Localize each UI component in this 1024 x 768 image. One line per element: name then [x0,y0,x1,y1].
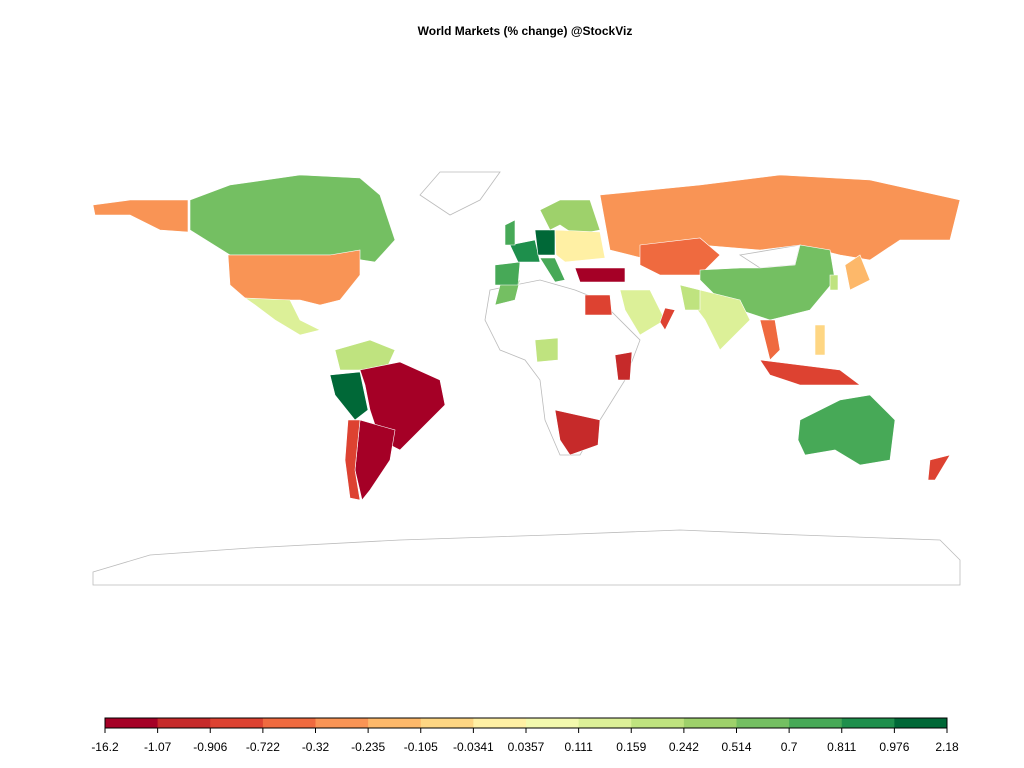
legend-label: 0.242 [669,740,699,754]
canada [189,174,396,263]
legend-label: 0.811 [827,740,856,754]
legend-label: -0.105 [404,740,438,754]
france [509,239,541,263]
legend-label: 0.7 [781,740,798,754]
thailand-vietnam [759,319,781,361]
legend-swatch [262,718,316,728]
alaska [92,199,189,233]
map-title: World Markets (% change) @StockViz [418,24,633,38]
legend-swatch [157,718,211,728]
legend-label: 0.976 [879,740,909,754]
legend-label: 0.111 [565,740,594,754]
legend-swatch [526,718,580,728]
peru [329,371,369,421]
eastern-europe [554,229,606,263]
legend-swatch [420,718,474,728]
legend-swatch [894,718,948,728]
turkey [574,267,626,283]
legend-label: -0.722 [246,740,280,754]
world-map [92,171,961,586]
legend-swatch [368,718,422,728]
egypt [584,294,613,316]
legend-swatch [473,718,527,728]
saudi-arabia [619,289,666,336]
legend-swatch [841,718,895,728]
legend-label: -1.07 [144,740,172,754]
color-legend: -16.2 -1.07 -0.906 -0.722 -0.32 -0.235 -0.105 -… [91,717,959,754]
indonesia [759,359,861,386]
new-zealand [927,454,951,481]
legend-label: -16.2 [91,740,119,754]
japan [844,254,871,291]
legend-label: 2.18 [935,740,959,754]
south-africa [554,409,601,456]
legend-label: 0.0357 [508,740,545,754]
legend-swatch [578,718,632,728]
iberia [494,261,521,286]
africa [484,279,641,456]
antarctica [92,529,961,586]
korea [829,274,839,291]
kenya [614,351,633,381]
legend-swatch [631,718,685,728]
australia [797,394,896,466]
legend-label: 0.159 [616,740,646,754]
legend-label: -0.906 [193,740,227,754]
italy [539,257,566,283]
oman [659,307,676,331]
legend-label: -0.235 [351,740,385,754]
legend-label: 0.514 [721,740,751,754]
legend-swatch [315,718,369,728]
legend-swatch [210,718,264,728]
germany [534,229,556,256]
argentina [354,419,396,501]
legend-label: -0.32 [302,740,330,754]
uk [504,219,516,246]
greenland [419,171,501,216]
legend-swatch [683,718,737,728]
nigeria [534,337,559,363]
usa [227,249,361,306]
pakistan [679,284,701,311]
legend-label: -0.0341 [453,740,494,754]
legend-swatch [789,718,843,728]
philippines [814,324,826,356]
legend-swatch [736,718,790,728]
legend-swatch [105,718,159,728]
chile [344,419,361,501]
mexico [243,297,321,336]
